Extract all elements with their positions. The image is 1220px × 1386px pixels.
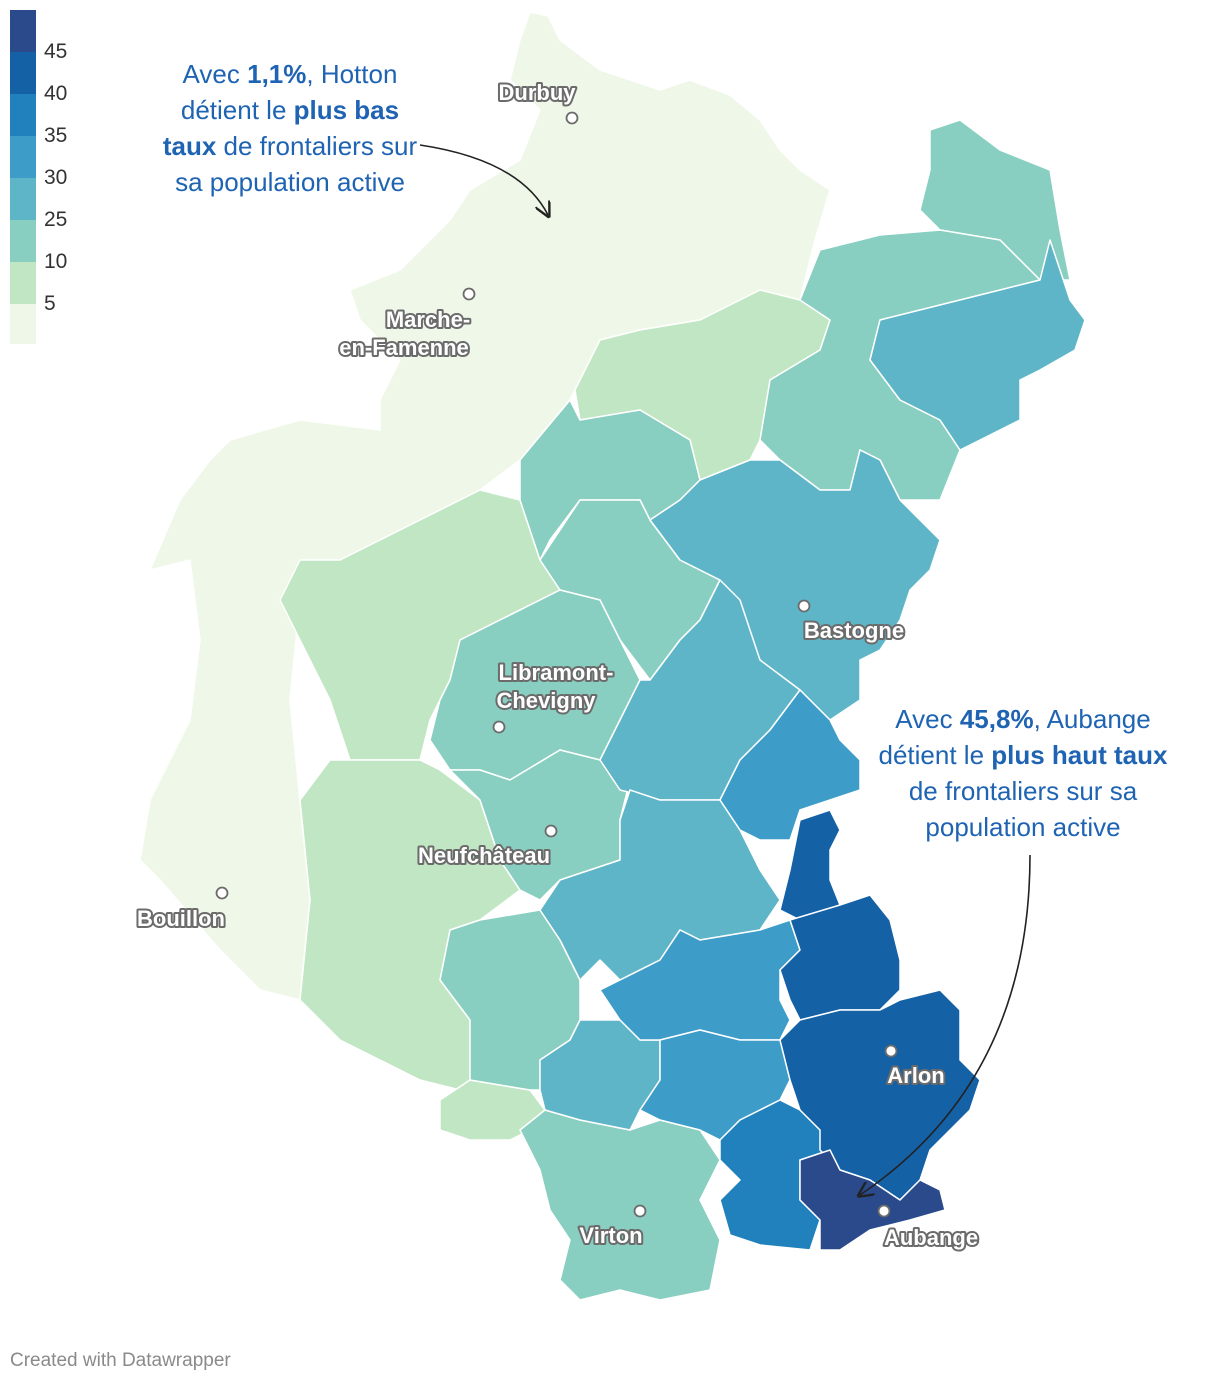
footer-credit: Created with Datawrapper xyxy=(10,1350,231,1371)
legend-label: 25 xyxy=(44,208,67,231)
city-dot xyxy=(565,111,579,125)
legend-swatch xyxy=(10,304,36,344)
legend-swatch xyxy=(10,262,36,304)
city-label-bouillon: Bouillon xyxy=(137,906,225,931)
city-dot xyxy=(884,1044,898,1058)
region-45-plus xyxy=(799,1149,946,1251)
region-10-25 xyxy=(519,1109,721,1301)
city-label-libramont: Libramont- xyxy=(499,660,614,685)
city-dot xyxy=(462,287,476,301)
legend-label: 45 xyxy=(44,40,67,63)
hotton-annotation: Avec 1,1%, Hotton détient le plus bas ta… xyxy=(162,59,418,197)
legend-label: 5 xyxy=(44,292,56,315)
legend-label: 35 xyxy=(44,124,67,147)
region-30-35 xyxy=(599,919,801,1041)
city-label-virton: Virton xyxy=(579,1223,642,1248)
city-dot xyxy=(215,886,229,900)
legend-label: 10 xyxy=(44,250,67,273)
legend-swatch xyxy=(10,94,36,136)
aubange-arrow xyxy=(860,854,1031,1195)
region-40-45 xyxy=(779,989,981,1201)
city-label-aubange: Aubange xyxy=(884,1225,978,1250)
legend-swatch xyxy=(10,10,36,52)
city-label-marche: Marche- xyxy=(386,307,470,332)
legend-swatch xyxy=(10,136,36,178)
city-dot xyxy=(797,599,811,613)
region-40-45 xyxy=(779,809,841,921)
city-label-libramont-line2: Chevigny xyxy=(496,688,596,713)
city-dot xyxy=(492,720,506,734)
region-25-30 xyxy=(539,789,781,981)
region-shapes xyxy=(139,11,1086,1301)
city-label-neufchateau: Neufchâteau xyxy=(418,843,550,868)
city-label-arlon: Arlon xyxy=(887,1063,944,1088)
city-dot xyxy=(544,824,558,838)
aubange-annotation: Avec 45,8%, Aubange détient le plus haut… xyxy=(878,704,1168,842)
city-label-marche-line2: en-Famenne xyxy=(339,335,469,360)
legend-label: 40 xyxy=(44,82,67,105)
color-legend: 45 40 35 30 25 10 5 xyxy=(10,10,67,344)
legend-swatch xyxy=(10,178,36,220)
region-30-35 xyxy=(719,689,861,841)
city-labels: Durbuy Marche- en-Famenne Bastogne Libra… xyxy=(135,78,980,1252)
city-label-bastogne: Bastogne xyxy=(804,618,904,643)
region-25-30 xyxy=(869,239,1086,451)
city-dot xyxy=(633,1204,647,1218)
region-base xyxy=(139,11,831,1001)
legend-swatch xyxy=(10,220,36,262)
city-label-durbuy: Durbuy xyxy=(499,80,577,105)
legend-label: 30 xyxy=(44,166,67,189)
city-dot xyxy=(877,1204,891,1218)
hotton-arrow xyxy=(419,144,548,215)
legend-swatch xyxy=(10,52,36,94)
city-markers xyxy=(215,111,898,1218)
